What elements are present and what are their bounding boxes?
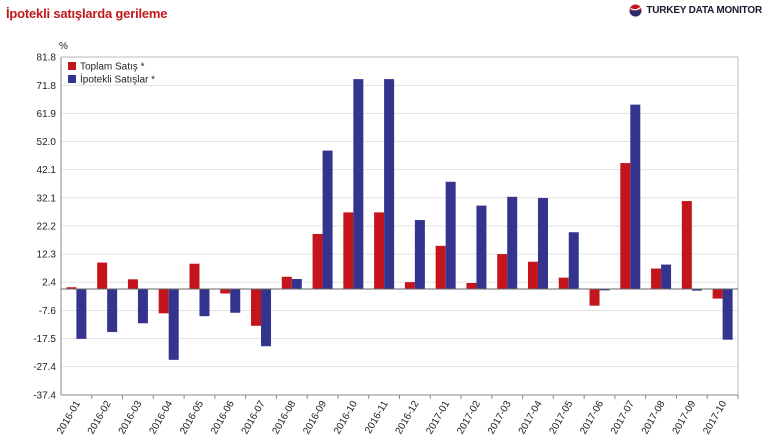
bar-ipotekli-2016-01 (76, 288, 87, 339)
x-tick-label: 2016-01 (55, 399, 83, 437)
y-tick-label: 2.4 (42, 278, 56, 289)
bar-toplam-2016-07 (251, 288, 262, 326)
x-tick-label: 2017-09 (671, 399, 699, 437)
x-tick-label: 2017-08 (640, 399, 668, 437)
brand-name: TURKEY DATA MONITOR (646, 5, 762, 16)
x-tick-label: 2016-10 (332, 399, 360, 437)
x-tick-label: 2016-08 (271, 399, 299, 437)
bar-ipotekli-2016-04 (168, 288, 179, 360)
bar-toplam-2016-05 (189, 263, 200, 289)
bar-toplam-2017-06 (589, 288, 600, 306)
bar-toplam-2016-04 (158, 288, 169, 314)
y-tick-label: -17.5 (33, 334, 56, 345)
x-tick-label: 2017-05 (547, 399, 575, 437)
bars-layer (66, 79, 733, 360)
y-tick-label: 52.0 (37, 137, 57, 148)
bar-toplam-2016-08 (281, 276, 292, 289)
bar-toplam-2017-03 (497, 254, 508, 289)
y-tick-label: 61.9 (37, 109, 57, 120)
bar-toplam-2016-06 (220, 288, 231, 294)
y-tick-label: 71.8 (37, 81, 57, 92)
bar-ipotekli-2016-11 (384, 79, 395, 289)
bar-ipotekli-2016-10 (353, 79, 364, 289)
bar-ipotekli-2016-08 (291, 279, 302, 289)
bar-ipotekli-2016-06 (230, 288, 241, 313)
x-tick-label: 2017-01 (424, 399, 452, 437)
bar-toplam-2016-11 (374, 212, 385, 289)
bar-toplam-2017-08 (651, 268, 662, 289)
x-tick-label: 2017-03 (486, 399, 514, 437)
y-tick-label: 81.8 (37, 53, 57, 64)
bar-toplam-2017-05 (558, 277, 569, 289)
x-tick-label: 2017-10 (701, 399, 729, 437)
chart-title: İpotekli satışlarda gerileme (6, 6, 168, 21)
bar-toplam-2016-12 (404, 282, 415, 289)
bar-toplam-2016-02 (97, 262, 108, 289)
bar-toplam-2017-10 (712, 288, 723, 299)
bar-toplam-2016-09 (312, 233, 323, 289)
x-tick-label: 2017-04 (517, 399, 545, 437)
bar-ipotekli-2017-07 (630, 104, 641, 289)
bar-ipotekli-2017-10 (722, 288, 733, 340)
bar-ipotekli-2017-02 (476, 205, 487, 289)
x-tick-label: 2017-02 (455, 399, 483, 437)
brand-logo: TURKEY DATA MONITOR (629, 4, 762, 17)
bar-ipotekli-2016-05 (199, 288, 210, 317)
bar-ipotekli-2016-03 (137, 288, 148, 324)
globe-icon (629, 4, 642, 17)
legend: Toplam Satış *İpotekli Satışlar * (68, 62, 155, 86)
x-tick-label: 2017-06 (578, 399, 606, 437)
y-tick-label: -7.6 (39, 306, 57, 317)
y-tick-label: 22.2 (37, 222, 57, 233)
x-tick-label: 2016-12 (394, 399, 422, 437)
bar-ipotekli-2017-09 (691, 288, 702, 291)
legend-swatch-ipotekli (68, 75, 76, 83)
bar-ipotekli-2017-03 (507, 196, 518, 289)
bar-toplam-2016-10 (343, 212, 354, 289)
bar-toplam-2017-02 (466, 282, 477, 289)
bar-toplam-2017-07 (620, 163, 631, 289)
legend-label-ipotekli: İpotekli Satışlar * (80, 73, 155, 86)
x-tick-label: 2016-03 (117, 399, 145, 437)
bar-ipotekli-2017-01 (445, 181, 456, 289)
x-tick-label: 2016-02 (86, 399, 114, 437)
bar-ipotekli-2016-12 (414, 220, 425, 289)
x-tick-label: 2016-09 (301, 399, 329, 437)
legend-label-toplam: Toplam Satış * (80, 62, 145, 73)
x-tick-label: 2016-06 (209, 399, 237, 437)
bar-ipotekli-2017-06 (599, 288, 610, 291)
y-tick-label: 32.1 (37, 193, 57, 204)
x-tick-label: 2016-07 (240, 399, 268, 437)
bar-ipotekli-2016-02 (107, 288, 118, 333)
y-unit-label: % (59, 41, 68, 52)
x-tick-label: 2016-04 (147, 399, 175, 437)
bar-ipotekli-2017-04 (537, 197, 548, 289)
y-tick-label: -27.4 (33, 362, 56, 373)
y-tick-label: 12.3 (37, 250, 57, 261)
bar-ipotekli-2017-08 (661, 264, 672, 289)
bar-toplam-2016-03 (127, 279, 138, 289)
bar-toplam-2017-04 (527, 261, 538, 289)
bar-ipotekli-2016-07 (261, 288, 272, 347)
bar-toplam-2017-01 (435, 245, 446, 289)
bar-ipotekli-2017-05 (568, 232, 579, 289)
x-tick-label: 2017-07 (609, 399, 637, 437)
y-tick-label: 42.1 (37, 165, 57, 176)
bar-toplam-2017-09 (681, 201, 692, 289)
x-tick-label: 2016-05 (178, 399, 206, 437)
x-tick-label: 2016-11 (363, 399, 391, 436)
y-tick-label: -37.4 (33, 391, 56, 402)
bar-ipotekli-2016-09 (322, 150, 333, 289)
bar-toplam-2016-01 (66, 287, 77, 289)
legend-swatch-toplam (68, 62, 76, 70)
